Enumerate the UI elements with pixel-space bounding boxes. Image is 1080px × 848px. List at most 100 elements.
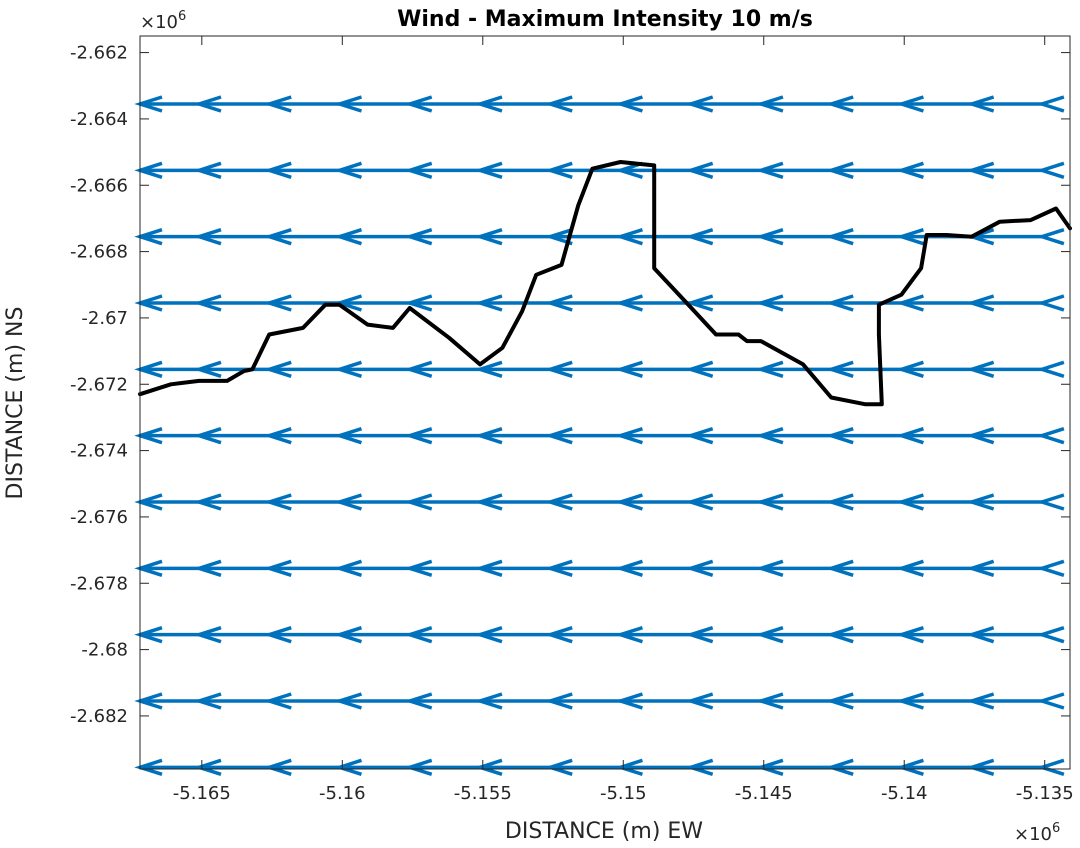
quiver-arrowhead	[755, 758, 784, 777]
axes-box	[139, 35, 1071, 770]
quiver-arrowhead	[333, 626, 363, 644]
quiver-arrowhead	[474, 626, 503, 644]
quiver-arrowhead	[684, 95, 714, 113]
quiver-arrowhead	[193, 493, 222, 511]
quiver-arrowhead	[825, 426, 854, 445]
quiver-arrowhead	[333, 493, 363, 511]
quiver-arrowhead	[474, 294, 503, 312]
quiver-arrowhead	[614, 559, 643, 578]
quiver-arrowhead	[895, 758, 924, 777]
x-exponent-label: ×106	[1014, 821, 1060, 845]
quiver-arrowhead	[614, 294, 643, 312]
quiver-arrowhead	[193, 626, 222, 644]
quiver-arrowhead	[263, 161, 292, 179]
quiver-arrowhead	[193, 360, 222, 379]
quiver-arrowhead	[1036, 758, 1065, 777]
quiver-arrowhead	[895, 426, 924, 445]
quiver-arrowhead	[193, 95, 222, 113]
quiver-arrowhead	[825, 95, 854, 113]
quiver-arrowhead	[965, 95, 995, 113]
quiver-arrowhead	[1036, 426, 1065, 445]
quiver-arrowhead	[684, 559, 714, 578]
quiver-arrowhead	[333, 95, 363, 113]
quiver-arrowhead	[1036, 360, 1065, 379]
path-line-layer	[138, 160, 1072, 407]
ticks-layer: -5.165 -5.16 -5.155 -5.15 -5.145 -5.14 -5.135 -…	[70, 36, 1074, 804]
quiver-arrowhead	[333, 692, 363, 710]
quiver-arrowhead	[333, 227, 363, 246]
quiver-arrowhead	[193, 758, 222, 777]
y-tick-label: -2.682	[70, 706, 128, 727]
quiver-arrowhead	[755, 227, 784, 246]
quiver-arrowhead	[755, 559, 784, 578]
y-tick-label: -2.676	[70, 507, 128, 528]
quiver-arrowhead	[965, 360, 995, 379]
quiver-arrowhead	[474, 161, 503, 179]
quiver-arrowhead	[544, 360, 573, 379]
y-tick-label: -2.662	[70, 43, 128, 64]
quiver-arrowhead	[825, 493, 854, 511]
quiver-arrowhead	[965, 559, 995, 578]
quiver-arrowhead	[263, 559, 292, 578]
quiver-arrowhead	[895, 95, 924, 113]
quiver-arrowhead	[474, 360, 503, 379]
quiver-arrowhead	[1036, 559, 1065, 578]
quiver-arrowhead	[684, 626, 714, 644]
x-tick-label: -5.155	[454, 783, 512, 804]
quiver-arrowhead	[1036, 692, 1065, 710]
quiver-arrowhead	[474, 426, 503, 445]
quiver-arrowhead	[965, 161, 995, 179]
y-tick-label: -2.68	[81, 640, 128, 661]
quiver-arrowhead	[755, 692, 784, 710]
quiver-arrowhead	[263, 294, 292, 312]
quiver-arrowhead	[403, 426, 433, 445]
quiver-arrowhead	[193, 692, 222, 710]
quiver-arrowhead	[895, 227, 924, 246]
y-tick-label: -2.67	[81, 308, 128, 329]
quiver-arrowhead	[333, 559, 363, 578]
quiver-arrowhead	[403, 493, 433, 511]
quiver-arrowhead	[1036, 227, 1065, 246]
quiver-arrowhead	[895, 559, 924, 578]
chart-title: Wind - Maximum Intensity 10 m/s	[397, 7, 813, 32]
quiver-arrowhead	[263, 493, 292, 511]
quiver-arrowhead	[825, 758, 854, 777]
quiver-arrowhead	[403, 692, 433, 710]
quiver-arrowhead	[544, 559, 573, 578]
quiver-arrowhead	[403, 360, 433, 379]
quiver-arrowhead	[614, 626, 643, 644]
quiver-arrowhead	[403, 758, 433, 777]
quiver-arrowhead	[263, 692, 292, 710]
quiver-arrowhead	[403, 559, 433, 578]
quiver-arrowhead	[403, 294, 433, 312]
quiver-arrowhead	[333, 161, 363, 179]
quiver-arrowhead	[544, 227, 573, 246]
y-axis-label: DISTANCE (m) NS	[3, 307, 28, 500]
y-exponent-label: ×106	[140, 9, 186, 33]
y-tick-label: -2.668	[70, 242, 128, 263]
quiver-arrowhead	[965, 626, 995, 644]
quiver-arrowhead	[193, 294, 222, 312]
quiver-arrowhead	[403, 227, 433, 246]
quiver-arrowhead	[544, 161, 573, 179]
x-tick-label: -5.135	[1016, 783, 1074, 804]
quiver-arrowhead	[825, 360, 854, 379]
quiver-arrowhead	[544, 692, 573, 710]
quiver-arrowhead	[333, 360, 363, 379]
quiver-arrowhead	[684, 360, 714, 379]
quiver-arrowhead	[403, 626, 433, 644]
quiver-arrowhead	[403, 95, 433, 113]
quiver-arrowhead	[684, 294, 714, 312]
quiver-arrowhead	[614, 95, 643, 113]
quiver-arrowhead	[614, 692, 643, 710]
quiver-arrowhead	[333, 426, 363, 445]
quiver-arrowhead	[474, 692, 503, 710]
quiver-arrowhead	[755, 294, 784, 312]
quiver-arrowhead	[263, 758, 292, 777]
quiver-arrowhead	[544, 626, 573, 644]
quiver-arrowhead	[755, 360, 784, 379]
quiver-arrowhead	[755, 161, 784, 179]
quiver-arrowhead	[684, 426, 714, 445]
x-tick-label: -5.16	[319, 783, 366, 804]
quiver-arrowhead	[544, 758, 573, 777]
